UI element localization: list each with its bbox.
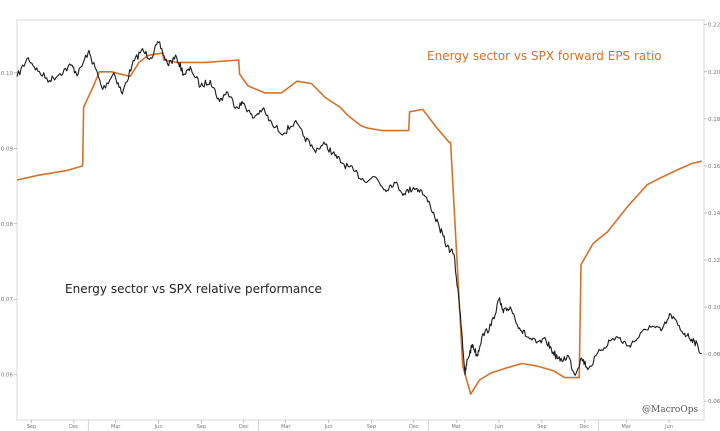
x-tick-label: Sep — [27, 424, 36, 430]
y-left-tick-label: 0.08 — [1, 222, 14, 228]
y-axis-left: 0.10 0.09 0.08 0.07 0.06 — [1, 71, 17, 379]
series-relative-performance-line — [16, 41, 702, 376]
y-right-tick-label: 0.08 — [708, 352, 720, 358]
x-tick-label: Mar — [621, 424, 631, 430]
series-group — [16, 41, 702, 395]
y-right-tick-label: 0.18 — [708, 117, 720, 123]
y-right-tick-label: 0.20 — [708, 70, 720, 76]
x-tick-label: Sep — [367, 424, 376, 430]
x-tick-label: Dec — [239, 424, 249, 430]
series-eps-ratio-line — [16, 52, 702, 395]
x-tick-label: Jun — [494, 424, 503, 430]
y-left-tick-label: 0.10 — [1, 71, 14, 77]
x-tick-label: Mar — [451, 424, 461, 430]
watermark: @MacroOps — [642, 405, 698, 415]
x-tick-label: Jun — [324, 424, 333, 430]
y-right-tick-label: 0.06 — [708, 399, 720, 405]
y-left-tick-label: 0.06 — [1, 373, 14, 379]
y-right-tick-label: 0.22 — [708, 23, 720, 29]
x-tick-label: Sep — [197, 424, 206, 430]
x-tick-label: Mar — [281, 424, 291, 430]
x-tick-label: Jun — [664, 424, 673, 430]
x-tick-label: Dec — [69, 424, 79, 430]
y-axis-right: 0.22 0.20 0.18 0.16 0.14 0.12 0.10 0.08 0.06 — [704, 23, 720, 405]
y-right-tick-label: 0.14 — [708, 211, 720, 217]
x-tick-label: Dec — [579, 424, 589, 430]
x-tick-label: Sep — [537, 424, 546, 430]
y-left-tick-label: 0.09 — [1, 146, 14, 152]
annotation-eps-ratio: Energy sector vs SPX forward EPS ratio — [427, 49, 662, 63]
y-right-tick-label: 0.16 — [708, 164, 720, 170]
annotation-relative-performance: Energy sector vs SPX relative performanc… — [65, 282, 322, 296]
x-axis: Sep Dec Mar Jun Sep Dec Mar Jun Sep Dec Mar Jun Sep D… — [27, 420, 673, 431]
plot-area — [16, 19, 705, 421]
x-tick-label: Dec — [409, 424, 419, 430]
y-right-tick-label: 0.12 — [708, 258, 720, 264]
x-tick-label: Mar — [111, 424, 121, 430]
y-right-tick-label: 0.10 — [708, 305, 720, 311]
y-left-tick-label: 0.07 — [1, 297, 14, 303]
x-tick-label: Jun — [154, 424, 163, 430]
